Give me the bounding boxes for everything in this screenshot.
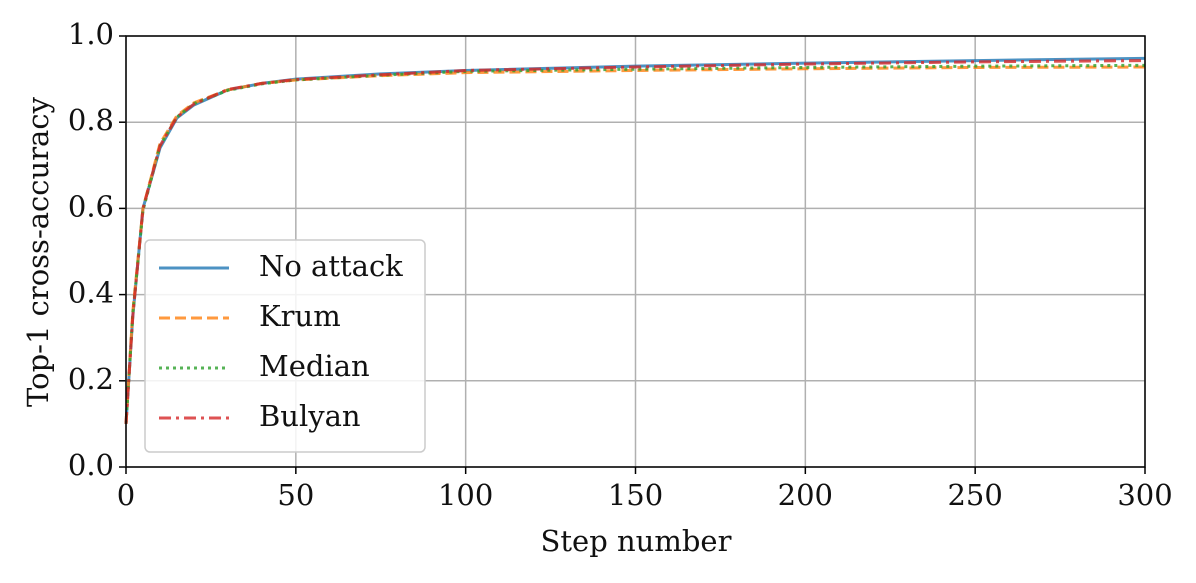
plot-frame <box>125 35 1146 468</box>
y-tick-label: 0.2 <box>68 362 114 396</box>
y-tick-label: 1.0 <box>68 17 114 51</box>
x-tick-label: 0 <box>117 478 135 512</box>
legend-label: Krum <box>259 299 341 333</box>
x-tick-label: 300 <box>1117 478 1172 512</box>
y-tick-label: 0.6 <box>68 189 114 223</box>
y-tick-label: 0.4 <box>68 276 114 310</box>
legend-box <box>144 239 426 453</box>
y-tick-label: 0.8 <box>68 103 114 137</box>
y-tick-label: 0.0 <box>68 448 114 482</box>
legend: No attack Krum Median Bulyan <box>144 239 426 453</box>
y-axis-label: Top-1 cross-accuracy <box>21 96 55 407</box>
x-tick-label: 50 <box>277 478 314 512</box>
legend-label: Median <box>259 349 370 383</box>
x-tick-label: 100 <box>438 478 493 512</box>
x-tick-label: 150 <box>608 478 663 512</box>
x-tick-label: 200 <box>778 478 833 512</box>
legend-label: Bulyan <box>259 399 361 433</box>
x-axis-label: Step number <box>541 524 732 558</box>
legend-label: No attack <box>259 249 403 283</box>
x-tick-label: 250 <box>947 478 1002 512</box>
series-line <box>124 59 1146 424</box>
